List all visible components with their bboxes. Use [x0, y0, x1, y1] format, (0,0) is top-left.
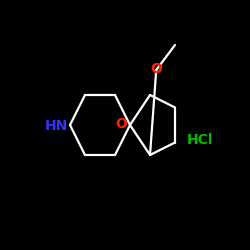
Text: HN: HN: [44, 119, 68, 133]
Text: O: O: [150, 62, 162, 76]
Text: HCl: HCl: [187, 133, 213, 147]
Text: O: O: [115, 117, 127, 131]
